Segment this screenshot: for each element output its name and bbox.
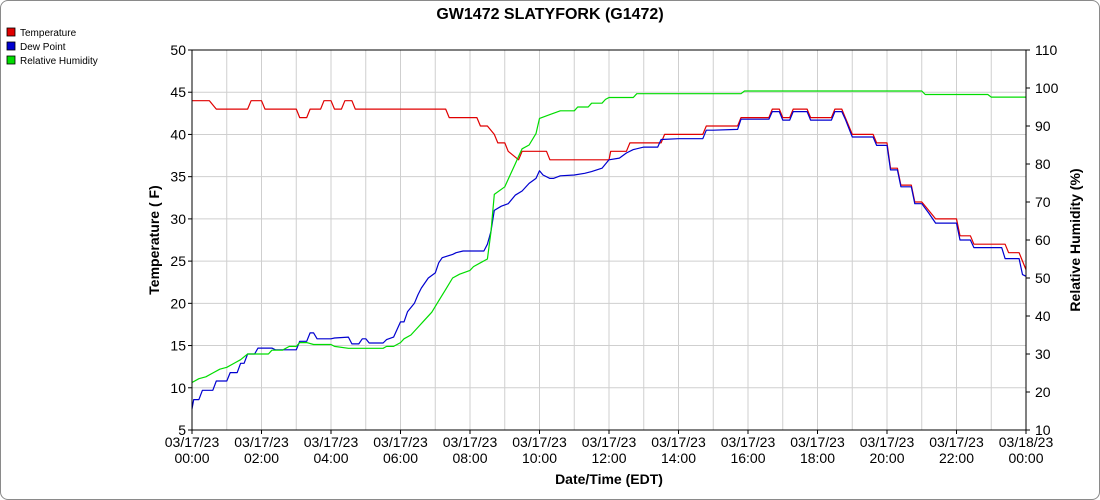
legend-label-relative-humidity: Relative Humidity xyxy=(20,56,98,67)
y-tick-label: 5 xyxy=(178,422,186,438)
y2-tick-label: 30 xyxy=(1035,346,1051,362)
temperature-line xyxy=(192,100,1027,270)
y2-tick-label: 20 xyxy=(1035,384,1051,400)
y-tick-label: 50 xyxy=(170,42,186,58)
y-tick-label: 25 xyxy=(170,253,186,269)
y2-tick-label: 40 xyxy=(1035,308,1051,324)
series-layer xyxy=(191,90,1027,410)
x-tick-time: 12:00 xyxy=(591,450,626,466)
x-tick-time: 20:00 xyxy=(869,450,904,466)
x-tick-time: 16:00 xyxy=(730,450,765,466)
axes: 5 10 15 20 25 30 35 40 45 50 10 20 30 40 50 60 70 80 90 100… xyxy=(165,42,1059,466)
legend-swatch-dew-point xyxy=(6,41,16,51)
x-tick-date: 03/18/23 xyxy=(999,434,1054,450)
x-tick-time: 18:00 xyxy=(800,450,835,466)
x-tick-time: 02:00 xyxy=(244,450,279,466)
y2-tick-label: 90 xyxy=(1035,118,1051,134)
y2-tick-label: 10 xyxy=(1035,422,1051,438)
x-tick-date: 03/17/23 xyxy=(512,434,567,450)
dew-point-line xyxy=(191,110,1027,410)
x-tick-time: 04:00 xyxy=(313,450,348,466)
y-tick-label: 10 xyxy=(170,380,186,396)
legend: Temperature Dew Point Relative Humidity xyxy=(6,27,98,67)
x-tick-date: 03/17/23 xyxy=(929,434,984,450)
x-tick-date: 03/17/23 xyxy=(304,434,359,450)
x-tick-date: 03/17/23 xyxy=(790,434,845,450)
chart-title: GW1472 SLATYFORK (G1472) xyxy=(436,6,663,23)
x-tick-date: 03/17/23 xyxy=(234,434,289,450)
relative-humidity-line xyxy=(191,90,1026,384)
x-tick-time: 08:00 xyxy=(452,450,487,466)
x-tick-date: 03/17/23 xyxy=(721,434,776,450)
y-tick-label: 35 xyxy=(170,169,186,185)
x-tick-date: 03/17/23 xyxy=(582,434,637,450)
legend-label-temperature: Temperature xyxy=(20,28,77,39)
y-tick-label: 20 xyxy=(170,295,186,311)
y-tick-label: 45 xyxy=(170,84,186,100)
x-tick-date: 03/17/23 xyxy=(860,434,915,450)
x-tick-time: 00:00 xyxy=(174,450,209,466)
x-tick-date: 03/17/23 xyxy=(373,434,428,450)
legend-swatch-relative-humidity xyxy=(6,55,16,65)
x-tick-date: 03/17/23 xyxy=(165,434,220,450)
y-axis-title: Temperature ( F) xyxy=(146,185,162,294)
x-tick-time: 06:00 xyxy=(383,450,418,466)
x-tick-time: 10:00 xyxy=(522,450,557,466)
x-tick-time: 14:00 xyxy=(661,450,696,466)
x-tick-time: 00:00 xyxy=(1008,450,1043,466)
y2-tick-label: 80 xyxy=(1035,156,1051,172)
x-tick-time: 22:00 xyxy=(939,450,974,466)
legend-swatch-temperature xyxy=(6,27,16,37)
plot-area-border xyxy=(191,49,1027,431)
y-tick-label: 40 xyxy=(170,126,186,142)
y2-tick-label: 50 xyxy=(1035,270,1051,286)
legend-label-dew-point: Dew Point xyxy=(20,42,66,53)
y2-tick-label: 110 xyxy=(1035,42,1058,58)
y-tick-label: 30 xyxy=(170,211,186,227)
y2-tick-label: 70 xyxy=(1035,194,1051,210)
grid xyxy=(191,49,1027,431)
y2-axis-title: Relative Humidity (%) xyxy=(1067,168,1083,311)
y2-tick-label: 60 xyxy=(1035,232,1051,248)
x-tick-date: 03/17/23 xyxy=(651,434,706,450)
x-tick-date: 03/17/23 xyxy=(443,434,498,450)
y-tick-label: 15 xyxy=(170,338,186,354)
x-axis-title: Date/Time (EDT) xyxy=(555,471,663,487)
y2-tick-label: 100 xyxy=(1035,80,1059,96)
